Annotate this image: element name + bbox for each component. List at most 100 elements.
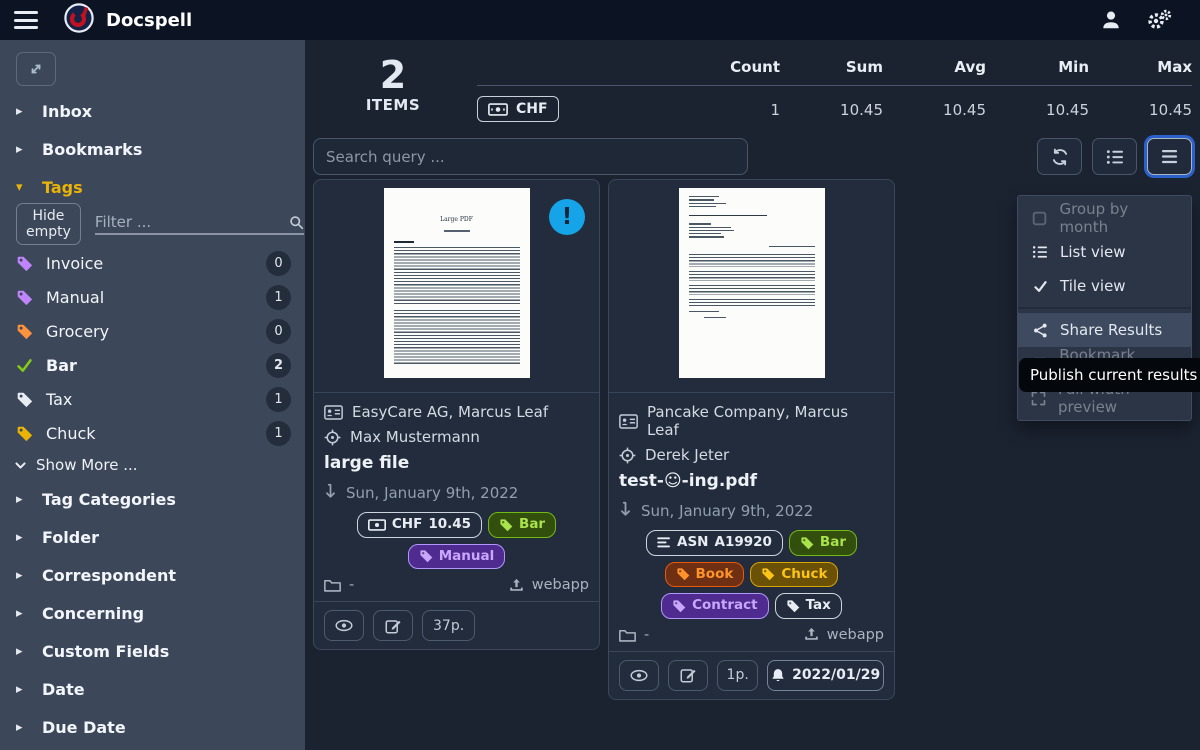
col-header: Count [730, 58, 780, 76]
sidebar-item-concerning[interactable]: ▸ Concerning [16, 603, 145, 623]
sidebar-item-tag-categories[interactable]: ▸ Tag Categories [16, 489, 176, 509]
hide-empty-button[interactable]: Hide empty [16, 203, 81, 245]
chevron-down-icon: ▾ [16, 179, 23, 195]
page-count-button[interactable]: 37p. [422, 610, 476, 642]
tag-icon [16, 289, 33, 306]
tag-filter-input[interactable] [94, 213, 289, 231]
app-title: Docspell [106, 9, 193, 31]
tag-row-bar-selected[interactable]: Bar 2 [0, 348, 305, 382]
item-card-large-file[interactable]: Large PDF ! E [313, 179, 600, 651]
sidebar-item-custom-fields[interactable]: ▸ Custom Fields [16, 641, 170, 661]
settings-gears-icon[interactable] [1146, 9, 1172, 31]
chevron-right-icon: ▸ [16, 643, 23, 659]
tag-icon [676, 567, 690, 581]
tag-icon [672, 599, 686, 613]
address-card-icon [324, 404, 343, 420]
due-date-button[interactable]: 2022/01/29 [767, 659, 884, 691]
sidebar-item-inbox[interactable]: ▸ Inbox [16, 101, 93, 121]
correspondent-row: EasyCare AG, Marcus Leaf [324, 403, 589, 421]
tag-row-chuck[interactable]: Chuck 1 [0, 416, 305, 450]
sidebar-item-bookmarks[interactable]: ▸ Bookmarks [16, 139, 143, 159]
tag-icon [419, 549, 433, 563]
tag-count-badge: 0 [266, 318, 291, 344]
tag-filter [94, 213, 304, 235]
view-menu-button[interactable] [1147, 138, 1192, 175]
search-icon [289, 215, 304, 230]
sidebar-item-date[interactable]: ▸ Date [16, 679, 85, 699]
edit-button[interactable] [373, 610, 413, 642]
item-count: 2 [379, 53, 407, 97]
list-view-button[interactable] [1092, 138, 1137, 175]
col-header: Max [1157, 58, 1192, 76]
preview-eye-button[interactable] [619, 659, 659, 691]
menu-item-tile-view[interactable]: Tile view [1018, 269, 1191, 303]
chevron-right-icon: ▸ [16, 567, 23, 583]
tag-icon [16, 323, 33, 340]
correspondent-row: Pancake Company, Marcus Leaf [619, 403, 884, 439]
crosshair-icon [324, 429, 341, 446]
tag-icon [761, 567, 775, 581]
results-main: 2 ITEMS Count Sum Avg Min Max CHF 1 [305, 40, 1200, 750]
document-preview[interactable] [609, 188, 894, 393]
document-preview[interactable]: Large PDF ! [314, 188, 599, 393]
bell-icon [771, 668, 785, 683]
stat-max: 10.45 [1149, 101, 1192, 119]
sidebar-item-correspondent[interactable]: ▸ Correspondent [16, 565, 177, 585]
chevron-right-icon: ▸ [16, 141, 23, 157]
menu-item-group-by-month[interactable]: Group by month [1018, 200, 1191, 236]
tag-icon [16, 391, 33, 408]
currency-stats-table: Count Sum Avg Min Max CHF 1 10.45 10.45 … [477, 52, 1192, 122]
tag-row-manual[interactable]: Manual 1 [0, 280, 305, 314]
new-item-indicator: ! [549, 199, 585, 235]
item-date-row: Sun, January 9th, 2022 [324, 483, 589, 503]
edit-button[interactable] [668, 659, 708, 691]
list-icon [1031, 245, 1049, 259]
tag-badge-book[interactable]: Book [664, 561, 745, 588]
chevron-right-icon: ▸ [16, 605, 23, 621]
tag-icon [16, 255, 33, 272]
col-header: Sum [845, 58, 883, 76]
folder-icon [619, 628, 636, 642]
tag-badge-chuck[interactable]: Chuck [750, 561, 839, 588]
source-value: webapp [509, 577, 589, 593]
sidebar-item-due-date[interactable]: ▸ Due Date [16, 717, 126, 737]
upload-icon [804, 627, 819, 642]
sidebar-item-source[interactable]: ▸ Source [0, 746, 305, 750]
tag-row-grocery[interactable]: Grocery 0 [0, 314, 305, 348]
tag-badge-bar[interactable]: Bar [488, 512, 557, 538]
page-count-button[interactable]: 1p. [717, 659, 759, 691]
item-card-test-ing-pdf[interactable]: Pancake Company, Marcus Leaf Derek Jeter… [608, 179, 895, 700]
filter-sidebar: ▸ Inbox ▸ Bookmarks ▾ Tags Hide empty In… [0, 40, 305, 750]
menu-item-share-results[interactable]: Share Results [1018, 313, 1191, 347]
tag-icon [16, 425, 33, 442]
tag-badge-tax[interactable]: Tax [774, 593, 842, 619]
sidebar-item-tags[interactable]: ▾ Tags [16, 177, 83, 197]
sidebar-collapse-button[interactable] [16, 52, 56, 86]
money-bill-icon [367, 519, 386, 531]
publish-tooltip: Publish current results [1019, 358, 1200, 392]
badge-row: CHF 10.45 Bar Manual [324, 512, 589, 570]
nav-menu-icon[interactable] [14, 11, 38, 29]
item-title[interactable]: large file [324, 453, 410, 473]
search-input[interactable] [313, 138, 748, 175]
sidebar-item-folder[interactable]: ▸ Folder [16, 527, 99, 547]
tag-badge-contract[interactable]: Contract [661, 593, 769, 619]
preview-eye-button[interactable] [324, 610, 364, 642]
tag-row-tax[interactable]: Tax 1 [0, 382, 305, 416]
tag-count-badge: 2 [266, 352, 291, 378]
item-title[interactable]: test-☺-ing.pdf [619, 471, 758, 491]
user-icon[interactable] [1100, 9, 1122, 31]
badge-row: ASN A19920 Bar Book [619, 530, 884, 619]
asn-badge: ASN A19920 [646, 530, 783, 556]
tag-badge-bar[interactable]: Bar [788, 530, 857, 556]
chevron-right-icon: ▸ [16, 103, 23, 119]
tag-count-badge: 1 [266, 386, 291, 412]
refresh-button[interactable] [1037, 138, 1082, 175]
folder-value: - [619, 627, 649, 643]
tag-row-invoice[interactable]: Invoice 0 [0, 246, 305, 280]
bars-icon [657, 537, 671, 548]
item-count-label: ITEMS [365, 95, 421, 114]
menu-item-list-view[interactable]: List view [1018, 235, 1191, 269]
show-more-tags[interactable]: Show More ... [0, 450, 305, 480]
tag-badge-manual[interactable]: Manual [407, 543, 506, 570]
